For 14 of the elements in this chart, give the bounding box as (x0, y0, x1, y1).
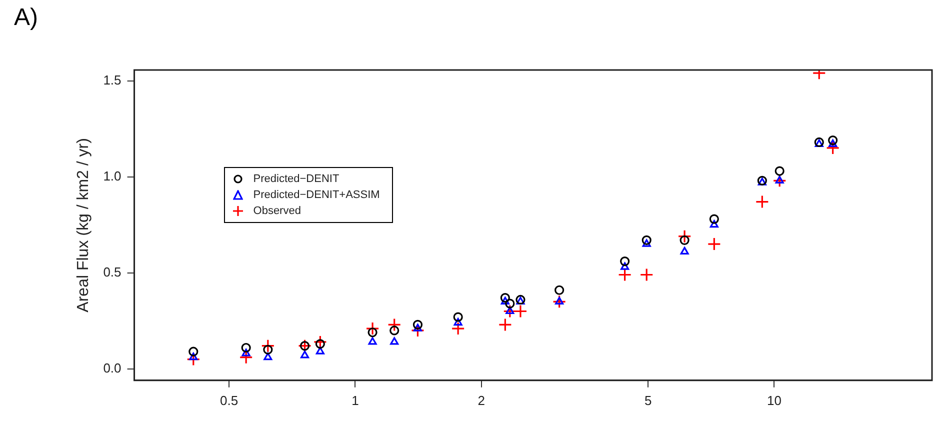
x-tick-label: 1 (352, 392, 359, 408)
legend-label: Predicted−DENIT+ASSIM (253, 189, 380, 202)
y-tick-label: 0.5 (103, 264, 122, 280)
x-tick-label: 2 (478, 392, 485, 408)
x-tick-label: 5 (644, 392, 652, 408)
y-axis-title: Areal Flux (kg / km2 / yr) (75, 138, 92, 312)
y-tick-label: 0.0 (103, 360, 122, 376)
text: A) (14, 4, 38, 32)
y-tick-label: 1.0 (103, 168, 122, 184)
legend-label: Predicted−DENIT (253, 173, 340, 186)
y-tick-label: 1.5 (103, 72, 122, 88)
legend-label: Observed (253, 205, 301, 218)
x-tick-label: 0.5 (220, 392, 238, 408)
x-tick-label: 10 (766, 392, 782, 408)
